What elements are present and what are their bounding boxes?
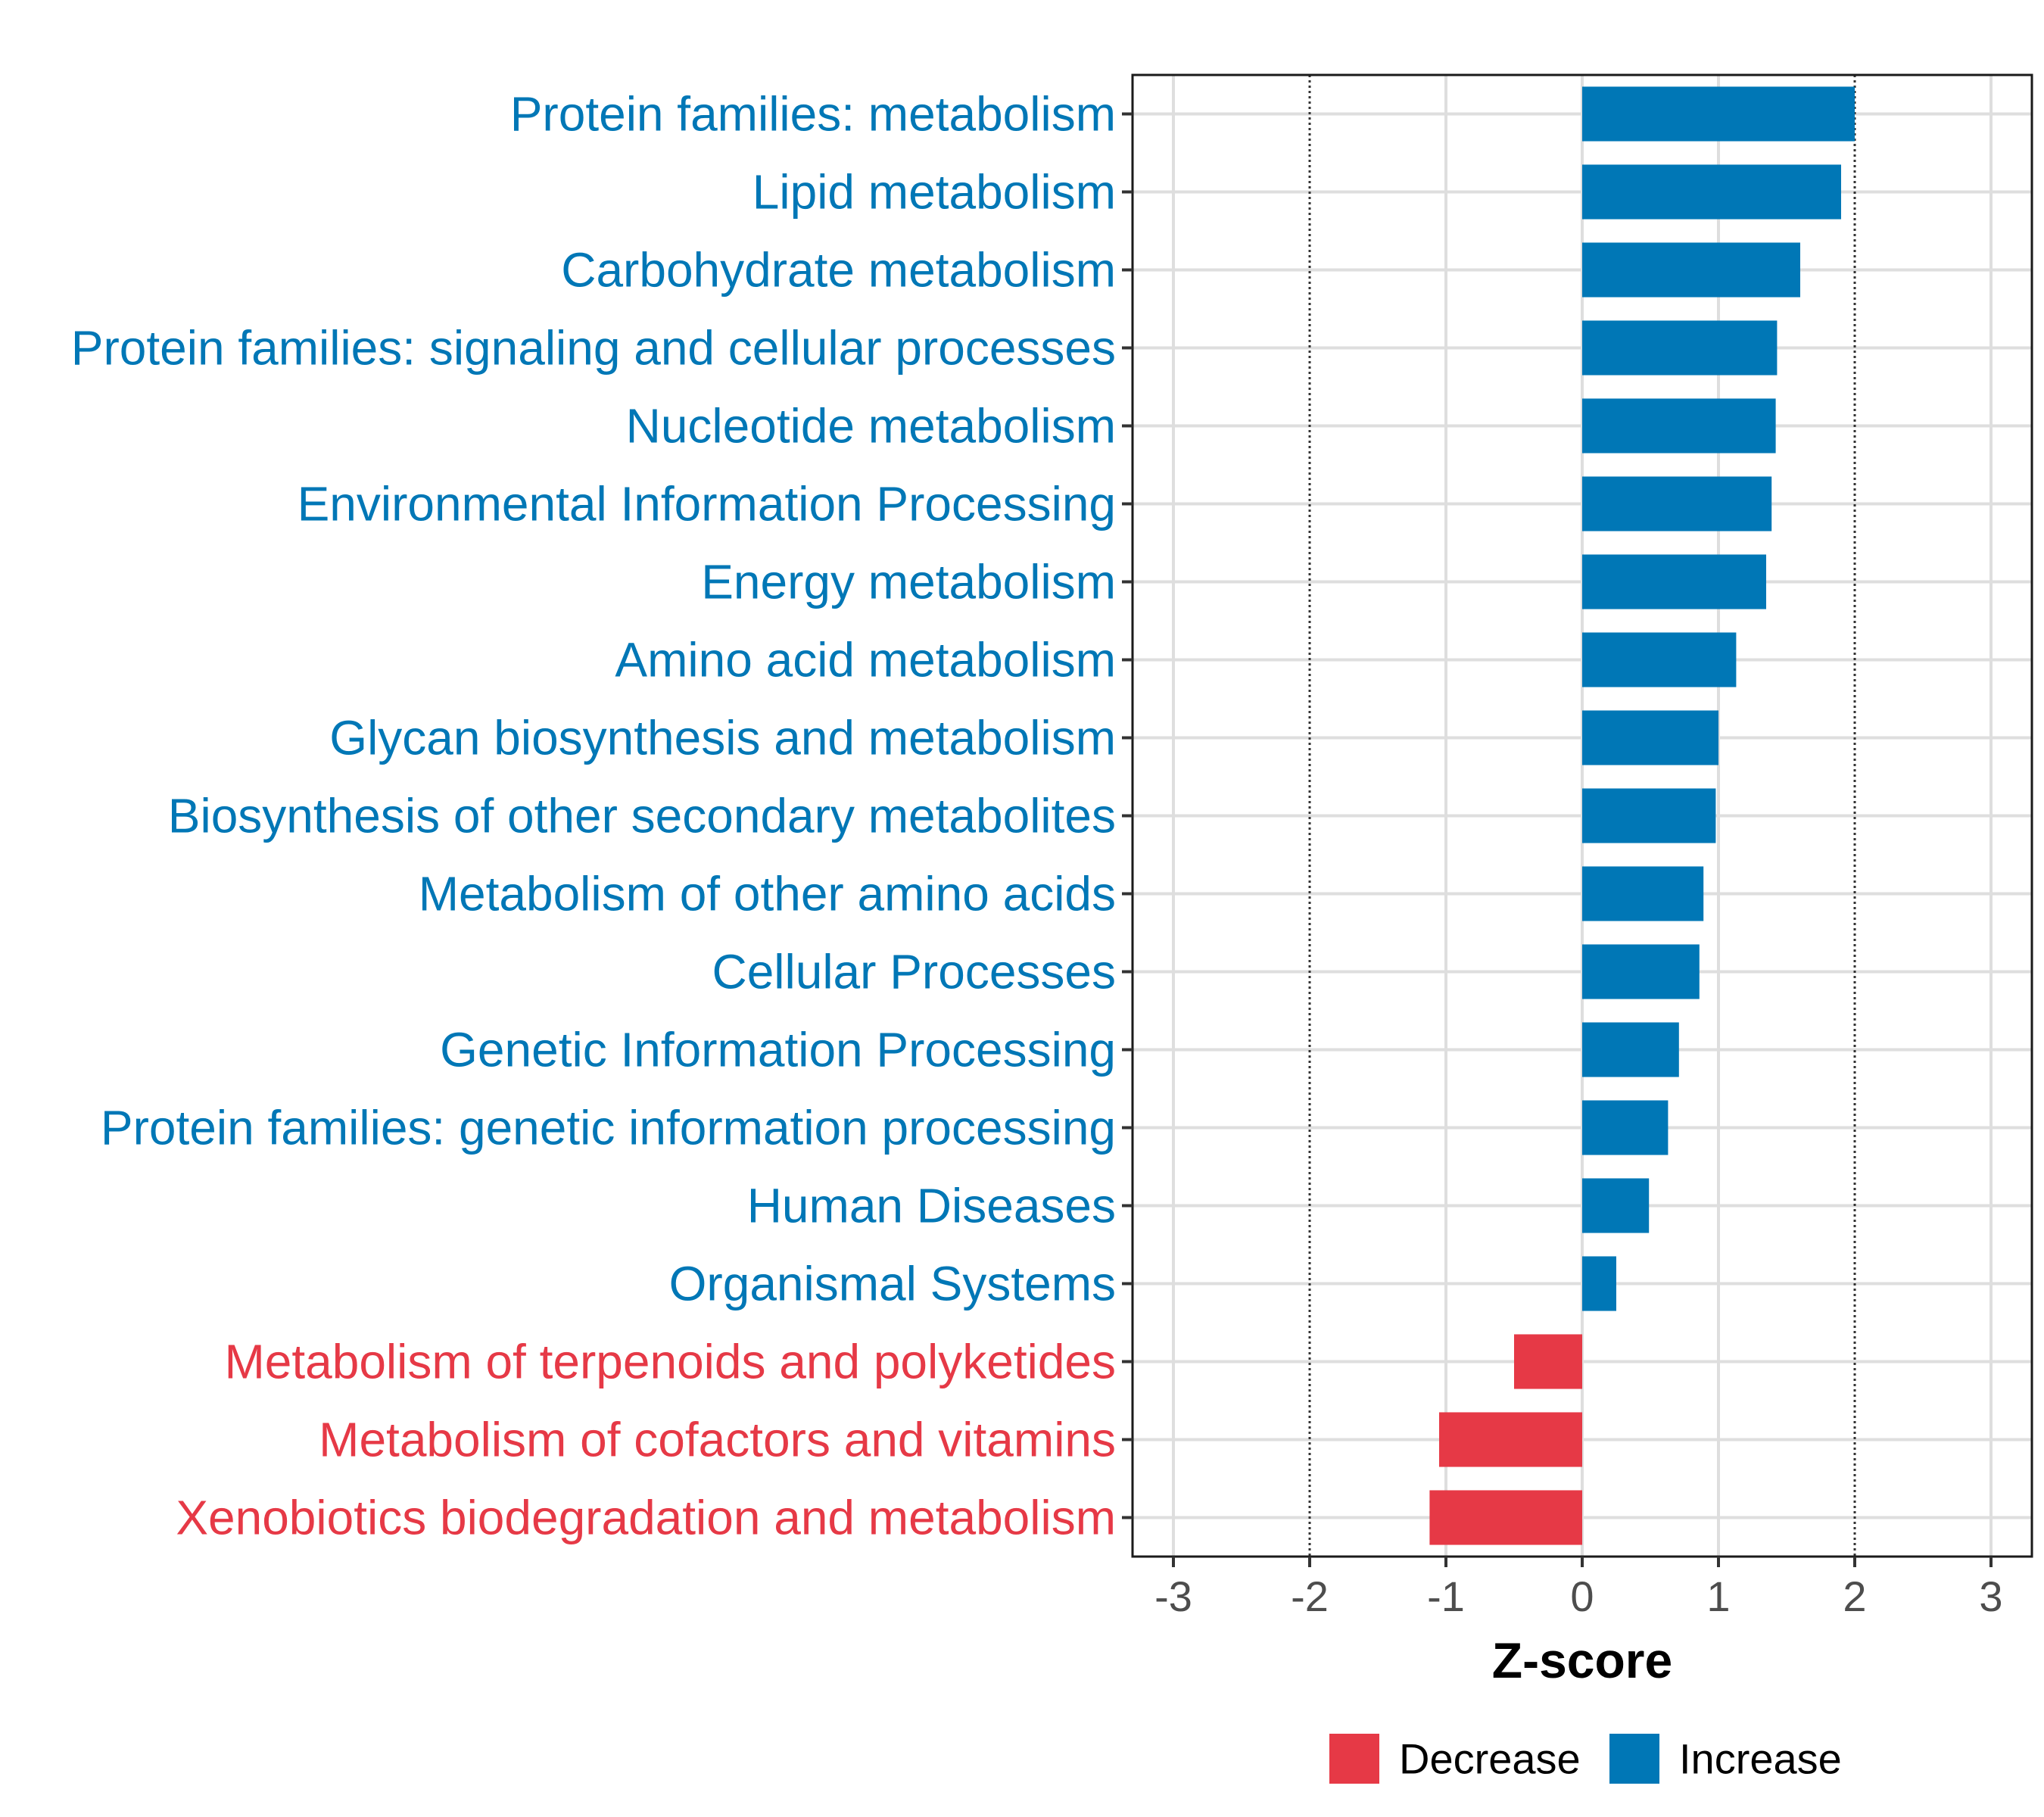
legend-label: Decrease <box>1399 1735 1581 1783</box>
category-label: Cellular Processes <box>712 945 1116 999</box>
bar <box>1582 554 1766 609</box>
x-axis-title: Z-score <box>1492 1632 1672 1688</box>
bar <box>1582 788 1716 843</box>
category-label: Lipid metabolism <box>752 165 1116 220</box>
bar <box>1582 242 1800 298</box>
category-label: Human Diseases <box>747 1179 1116 1233</box>
category-label: Protein families: metabolism <box>510 87 1116 142</box>
category-label: Environmental Information Processing <box>298 477 1116 531</box>
legend: Decrease Increase <box>1329 1734 1842 1784</box>
bar <box>1582 1178 1650 1233</box>
category-label: Xenobiotics biodegradation and metabolis… <box>176 1491 1116 1545</box>
y-axis-ticks <box>1122 112 1133 1519</box>
category-label: Biosynthesis of other secondary metaboli… <box>168 789 1116 843</box>
legend-swatch <box>1609 1734 1659 1784</box>
bar <box>1582 710 1718 765</box>
bar <box>1582 1100 1669 1155</box>
bars <box>1429 86 1855 1545</box>
bar <box>1582 476 1772 531</box>
bar <box>1582 632 1737 687</box>
bar <box>1582 398 1776 453</box>
bar <box>1582 866 1704 921</box>
x-tick-label: -2 <box>1291 1572 1329 1620</box>
category-label: Organismal Systems <box>669 1257 1116 1311</box>
x-tick-label: 0 <box>1570 1572 1594 1620</box>
category-label: Amino acid metabolism <box>615 633 1116 687</box>
bar <box>1582 164 1841 220</box>
category-label: Nucleotide metabolism <box>626 399 1116 453</box>
category-label: Energy metabolism <box>701 555 1116 609</box>
x-axis-ticks <box>1172 1557 1993 1567</box>
legend-swatch <box>1329 1734 1379 1784</box>
x-tick-label: -3 <box>1154 1572 1192 1620</box>
category-label: Metabolism of terpenoids and polyketides <box>224 1335 1116 1389</box>
bar <box>1582 86 1855 142</box>
category-labels: Protein families: metabolism Lipid metabo… <box>71 87 1116 1545</box>
category-label: Genetic Information Processing <box>440 1023 1116 1077</box>
x-tick-label: 3 <box>1979 1572 2002 1620</box>
category-label: Metabolism of other amino acids <box>419 867 1116 921</box>
bar <box>1429 1490 1582 1545</box>
bar <box>1582 944 1700 999</box>
legend-label: Increase <box>1679 1735 1842 1783</box>
x-tick-label: 1 <box>1706 1572 1730 1620</box>
category-label: Protein families: signaling and cellular… <box>71 321 1116 376</box>
bar <box>1514 1334 1582 1389</box>
bar <box>1582 1022 1679 1077</box>
bar <box>1582 1256 1616 1311</box>
x-tick-labels: -3 -2 -1 0 1 2 3 <box>1154 1572 2002 1620</box>
bar <box>1439 1412 1582 1467</box>
category-label: Carbohydrate metabolism <box>561 243 1116 298</box>
category-label: Protein families: genetic information pr… <box>101 1101 1116 1155</box>
x-tick-label: 2 <box>1843 1572 1866 1620</box>
category-label: Metabolism of cofactors and vitamins <box>319 1413 1116 1467</box>
x-tick-label: -1 <box>1427 1572 1465 1620</box>
category-label: Glycan biosynthesis and metabolism <box>329 711 1116 765</box>
bar <box>1582 320 1778 376</box>
